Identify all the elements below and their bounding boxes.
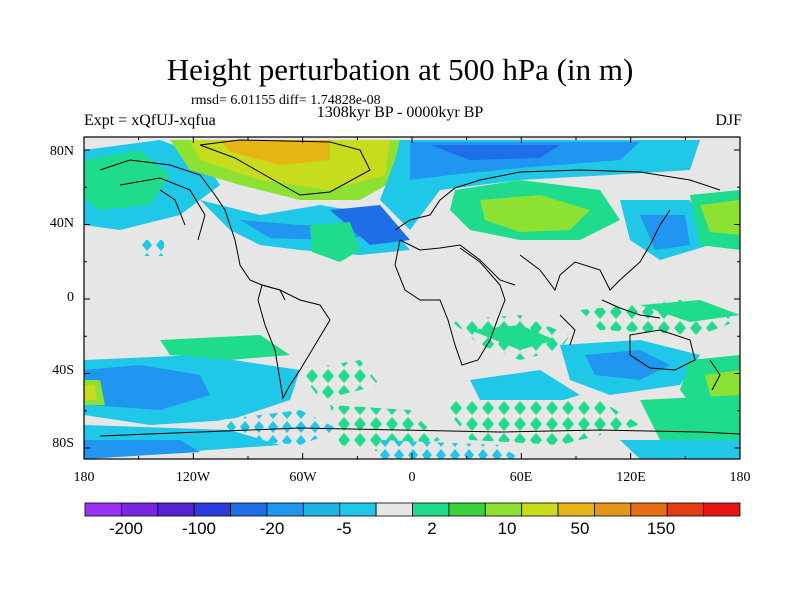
colorbar-label: -5 xyxy=(336,519,351,538)
lon-tick-label: 60E xyxy=(510,470,533,485)
coastlines xyxy=(99,139,740,437)
lon-tick-label: 120E xyxy=(616,470,646,485)
colorbar-box xyxy=(339,502,377,517)
lon-tick-marks xyxy=(83,137,741,459)
lat-tick-label: 80N xyxy=(50,144,74,159)
lat-tick-label: 40N xyxy=(50,216,74,231)
colorbar-box xyxy=(120,502,159,517)
colorbar-label: 150 xyxy=(647,519,675,538)
rmsd-diff-stats: rmsd= 6.01155 diff= 1.74828e-08 xyxy=(191,93,381,108)
colorbar-box xyxy=(230,502,268,517)
lat-tick-label: 0 xyxy=(67,290,74,305)
colorbar-box xyxy=(557,502,595,517)
colorbar-label: 50 xyxy=(571,519,590,538)
map-panel xyxy=(84,137,740,459)
colorbar-label: 10 xyxy=(498,519,517,538)
tropical-anomaly-fields xyxy=(450,300,740,360)
colorbar-box xyxy=(157,502,195,517)
colorbar-box xyxy=(484,502,523,517)
colorbar-box xyxy=(703,502,741,517)
plot-title: Height perturbation at 500 hPa (in m) xyxy=(166,52,634,87)
colorbar: -200 -100 -20 -5 2 10 50 150 xyxy=(84,502,741,538)
lon-tick-label: 0 xyxy=(409,470,416,485)
colorbar-box xyxy=(594,502,632,517)
experiment-label: Expt = xQfUJ-xqfua xyxy=(84,112,216,129)
colorbar-box xyxy=(375,502,413,517)
lat-tick-marks xyxy=(84,149,740,449)
lon-tick-label: 120W xyxy=(176,470,211,485)
colorbar-box xyxy=(302,502,341,517)
southern-anomaly-fields xyxy=(84,335,740,459)
colorbar-box xyxy=(521,502,559,517)
colorbar-box xyxy=(193,502,231,517)
colorbar-box xyxy=(266,502,304,517)
lat-tick-label: 80S xyxy=(52,436,74,451)
colorbar-box xyxy=(666,502,705,517)
season-label: DJF xyxy=(715,112,742,129)
lon-tick-label: 180 xyxy=(730,470,751,485)
colorbar-box xyxy=(84,502,122,517)
colorbar-label: -200 xyxy=(109,519,143,538)
map-axes: 180 120W 60W 0 60E 120E 180 80N 40N 0 40… xyxy=(50,136,751,485)
colorbar-box xyxy=(448,502,486,517)
colorbar-box xyxy=(630,502,668,517)
colorbar-label: -20 xyxy=(260,519,285,538)
lon-tick-label: 180 xyxy=(74,470,95,485)
colorbar-label: 2 xyxy=(427,519,436,538)
time-period-label: 1308kyr BP - 0000kyr BP xyxy=(316,104,484,121)
lon-tick-label: 60W xyxy=(289,470,317,485)
colorbar-boxes xyxy=(84,502,741,517)
colorbar-box xyxy=(412,502,450,517)
colorbar-label: -100 xyxy=(182,519,216,538)
lat-tick-label: 40S xyxy=(52,363,74,378)
